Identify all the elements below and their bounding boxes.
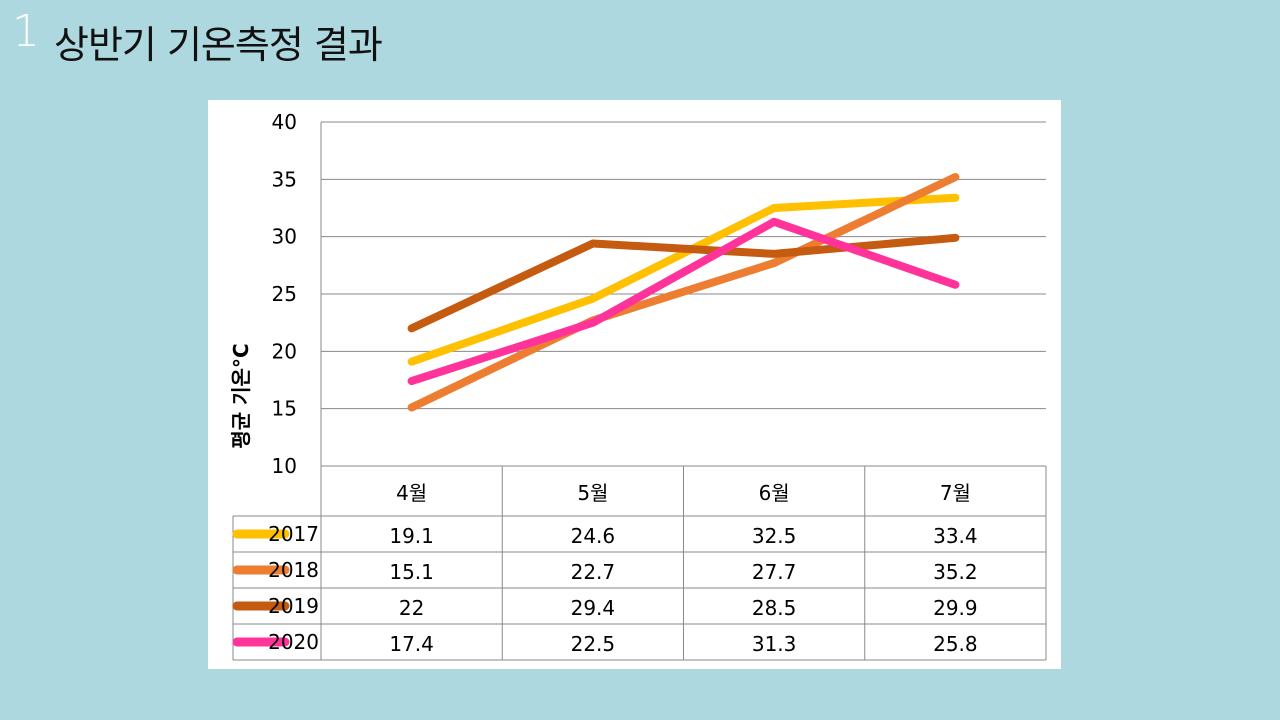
series-line-2018 [407, 173, 960, 412]
series-line-2019 [407, 233, 960, 333]
x-category-label: 4월 [396, 481, 427, 505]
x-category-label: 6월 [759, 481, 790, 505]
series-lines [407, 173, 960, 412]
data-label: 22.7 [571, 560, 616, 584]
y-tick-label: 10 [272, 454, 297, 478]
legend-label-2020: 2020 [268, 630, 319, 654]
data-label: 17.4 [389, 632, 434, 656]
series-line-2017 [407, 193, 960, 366]
data-label: 31.3 [752, 632, 797, 656]
slide-title: 상반기 기온측정 결과 [54, 23, 383, 67]
data-label: 28.5 [752, 596, 797, 620]
x-category-label: 5월 [577, 481, 608, 505]
y-tick-label: 35 [272, 167, 297, 191]
data-table: 4월 5월 6월 7월 2017 19.1 24.6 32.5 33.4 2018 15.1 22.7… [232, 465, 1047, 661]
data-label: 25.8 [933, 632, 978, 656]
y-tick-label: 20 [272, 339, 297, 363]
legend-label-2017: 2017 [268, 522, 319, 546]
data-label: 29.9 [933, 596, 978, 620]
slide-title-block: 1 상반기 기온측정 결과 [12, 6, 383, 67]
data-label: 33.4 [933, 524, 978, 548]
y-tick-label: 30 [272, 225, 297, 249]
x-category-label: 7월 [940, 481, 971, 505]
data-label: 15.1 [389, 560, 434, 584]
data-label: 19.1 [389, 524, 434, 548]
data-label: 22 [399, 596, 424, 620]
slide-number: 1 [12, 6, 40, 57]
series-line-2020 [407, 217, 960, 386]
data-label: 27.7 [752, 560, 797, 584]
line-chart: 10 15 20 25 30 35 40 평균 기온°C 4월 5월 6월 7월 2017 19.1 2… [229, 110, 1047, 661]
chart-panel: 10 15 20 25 30 35 40 평균 기온°C 4월 5월 6월 7월 2017 19.1 2… [208, 100, 1061, 669]
data-label: 22.5 [571, 632, 616, 656]
y-tick-label: 40 [272, 110, 297, 134]
legend-label-2019: 2019 [268, 594, 319, 618]
y-axis-label: 평균 기온°C [229, 343, 253, 448]
y-tick-label: 25 [272, 282, 297, 306]
data-label: 29.4 [571, 596, 616, 620]
legend-label-2018: 2018 [268, 558, 319, 582]
y-axis-ticks: 10 15 20 25 30 35 40 [272, 110, 297, 478]
data-label: 32.5 [752, 524, 797, 548]
y-tick-label: 15 [272, 397, 297, 421]
data-label: 35.2 [933, 560, 978, 584]
data-label: 24.6 [571, 524, 616, 548]
